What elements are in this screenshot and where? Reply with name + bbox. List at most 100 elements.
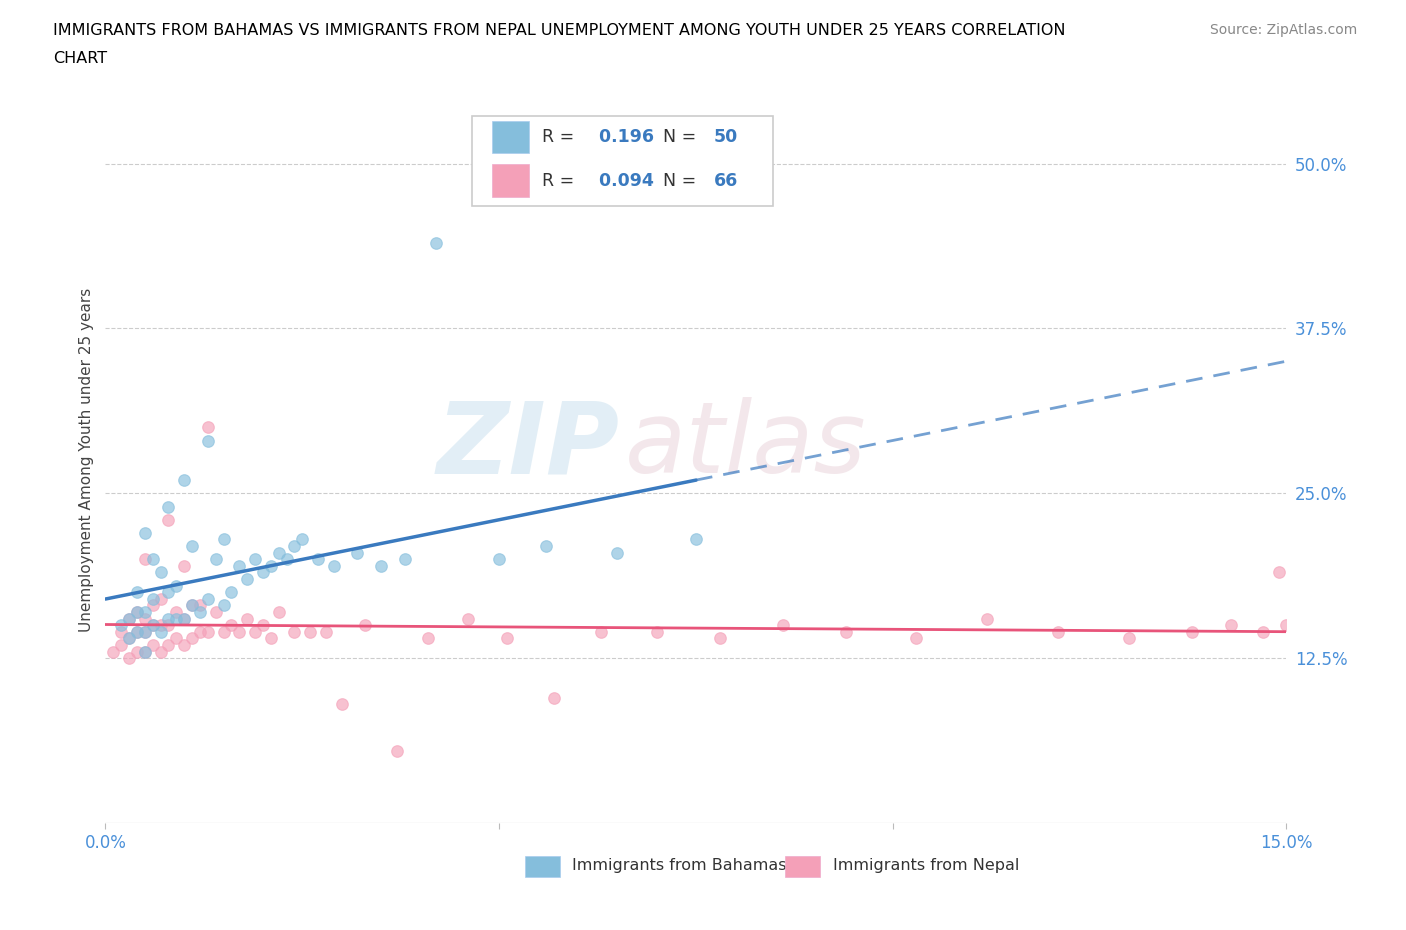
Point [118,651,141,666]
Point [276,551,298,566]
Point [149,591,172,606]
Point [283,538,305,553]
Text: ZIP: ZIP [436,397,619,495]
Point [110,618,132,632]
Point [260,631,283,645]
Point [1220,618,1243,632]
Point [142,551,165,566]
Point [165,631,187,645]
FancyBboxPatch shape [524,856,560,878]
Point [181,538,204,553]
Point [149,618,172,632]
Text: R =: R = [543,171,581,190]
Point [197,433,219,448]
Point [204,604,226,619]
Point [118,611,141,626]
Point [125,604,148,619]
Point [197,420,219,435]
Point [157,618,180,632]
Text: Immigrants from Nepal: Immigrants from Nepal [832,858,1019,873]
Point [243,551,266,566]
Point [418,631,440,645]
Text: R =: R = [543,128,581,146]
Point [173,611,195,626]
Point [488,551,510,566]
Text: atlas: atlas [626,397,866,495]
Point [173,638,195,653]
Point [149,644,172,659]
Point [228,558,250,573]
Point [322,558,344,573]
Point [134,624,156,639]
FancyBboxPatch shape [492,121,530,153]
Point [142,598,165,613]
Point [134,604,156,619]
Point [173,611,195,626]
Point [976,611,998,626]
Point [221,618,243,632]
Point [252,618,274,632]
Point [110,624,132,639]
Text: N =: N = [652,128,702,146]
Point [118,611,141,626]
Point [905,631,928,645]
Point [315,624,337,639]
Y-axis label: Unemployment Among Youth under 25 years: Unemployment Among Youth under 25 years [79,288,94,632]
Point [157,638,180,653]
Point [267,604,290,619]
Point [212,532,235,547]
Point [118,631,141,645]
Point [149,624,172,639]
Point [165,578,187,593]
Point [496,631,519,645]
Point [110,638,132,653]
Point [197,624,219,639]
Point [1181,624,1204,639]
Point [543,690,565,705]
Point [236,611,259,626]
Point [1275,618,1298,632]
FancyBboxPatch shape [492,164,530,196]
Point [204,551,226,566]
Point [299,624,322,639]
Point [645,624,668,639]
Point [709,631,731,645]
Point [134,525,156,540]
Point [125,644,148,659]
Point [330,697,353,711]
Point [125,624,148,639]
Point [457,611,479,626]
Point [354,618,377,632]
Point [125,585,148,600]
Point [425,235,447,250]
Text: 0.094: 0.094 [593,171,654,190]
Point [252,565,274,580]
Point [165,604,187,619]
Point [1047,624,1070,639]
Point [181,598,204,613]
Point [291,532,314,547]
Point [134,551,156,566]
FancyBboxPatch shape [785,856,820,878]
Point [134,611,156,626]
Point [142,591,165,606]
Point [142,618,165,632]
Text: 0.196: 0.196 [593,128,654,146]
Point [834,624,856,639]
FancyBboxPatch shape [471,116,773,206]
Point [307,551,329,566]
Point [236,572,259,587]
Point [228,624,250,639]
Point [370,558,392,573]
Point [606,545,628,560]
Point [149,565,172,580]
Point [157,585,180,600]
Point [346,545,368,560]
Point [283,624,305,639]
Point [118,631,141,645]
Point [772,618,794,632]
Point [157,611,180,626]
Point [142,618,165,632]
Text: IMMIGRANTS FROM BAHAMAS VS IMMIGRANTS FROM NEPAL UNEMPLOYMENT AMONG YOUTH UNDER : IMMIGRANTS FROM BAHAMAS VS IMMIGRANTS FR… [53,23,1066,38]
Text: 66: 66 [714,171,738,190]
